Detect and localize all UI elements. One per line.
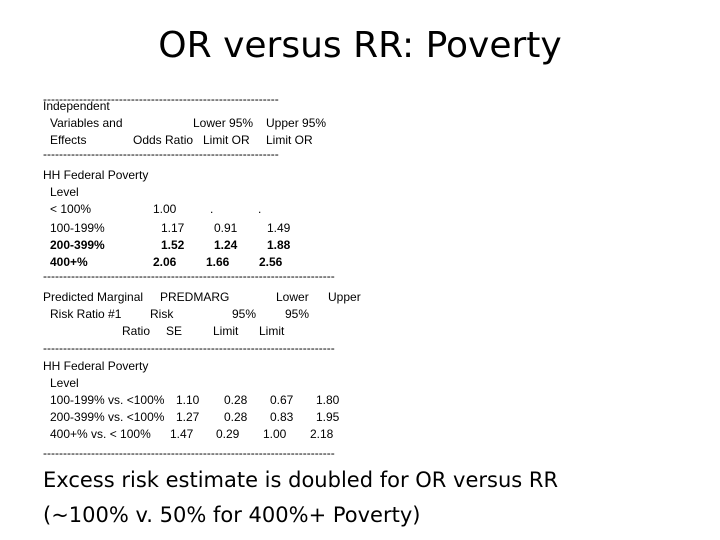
table2-header: 95% bbox=[232, 307, 257, 321]
table2-header: Risk bbox=[150, 307, 174, 321]
table2-row-label: 200-399% vs. <100% bbox=[50, 410, 165, 424]
table1-row-lower: 0.91 bbox=[214, 221, 238, 235]
divider: ----------------------------------------… bbox=[43, 446, 335, 460]
table1-row-label: 200-399% bbox=[50, 238, 105, 252]
table2-sublabel: Level bbox=[50, 376, 79, 390]
table2-row-se: 0.29 bbox=[216, 427, 240, 441]
table2-header: Lower bbox=[276, 290, 309, 304]
table1-row-lower: . bbox=[210, 202, 214, 216]
table2-header: Limit bbox=[259, 324, 285, 338]
table2-row-upper: 2.18 bbox=[310, 427, 334, 441]
divider: ----------------------------------------… bbox=[43, 269, 335, 283]
table1-header-col1: Variables and bbox=[50, 116, 123, 130]
table2-header: PREDMARG bbox=[160, 290, 230, 304]
table1-row-upper: 1.49 bbox=[267, 221, 291, 235]
table2-header: Predicted Marginal bbox=[43, 290, 144, 304]
table2-row-label: 100-199% vs. <100% bbox=[50, 393, 165, 407]
table2-row-upper: 1.80 bbox=[316, 393, 340, 407]
table1-row-or: 2.06 bbox=[153, 255, 177, 269]
table1-sublabel: Level bbox=[50, 185, 79, 199]
table2-row-ratio: 1.10 bbox=[176, 393, 200, 407]
table1-header-lower: Limit OR bbox=[203, 133, 250, 147]
table1-row-upper: . bbox=[258, 202, 262, 216]
table1-row-lower: 1.66 bbox=[206, 255, 230, 269]
table2-row-upper: 1.95 bbox=[316, 410, 340, 424]
table2-row-ratio: 1.27 bbox=[176, 410, 200, 424]
table2-row-se: 0.28 bbox=[224, 410, 248, 424]
table2-row-lower: 0.83 bbox=[270, 410, 294, 424]
table1-row-label: 100-199% bbox=[50, 221, 105, 235]
table1-row-lower: 1.24 bbox=[214, 238, 238, 252]
table2-header: Ratio bbox=[122, 324, 151, 338]
table1-row-or: 1.52 bbox=[161, 238, 185, 252]
table1-row-label: 400+% bbox=[50, 255, 88, 269]
table2-row-lower: 1.00 bbox=[263, 427, 287, 441]
table2-row-ratio: 1.47 bbox=[170, 427, 194, 441]
conclusion-line: Excess risk estimate is doubled for OR v… bbox=[43, 468, 559, 492]
table1-header-upper: Limit OR bbox=[266, 133, 313, 147]
divider: ----------------------------------------… bbox=[43, 341, 335, 355]
table1-row-or: 1.17 bbox=[161, 221, 185, 235]
divider: ----------------------------------------… bbox=[43, 92, 279, 106]
table1-row-upper: 1.88 bbox=[267, 238, 291, 252]
table1-header-lower: Lower 95% bbox=[193, 116, 254, 130]
divider: ----------------------------------------… bbox=[43, 147, 279, 161]
table1-group-label: HH Federal Poverty bbox=[43, 168, 149, 182]
table2-row-label: 400+% vs. < 100% bbox=[50, 427, 151, 441]
table1-row-upper: 2.56 bbox=[259, 255, 283, 269]
table1-header-col1: Independent bbox=[43, 99, 110, 113]
table1-row-label: < 100% bbox=[50, 202, 92, 216]
slide-title: OR versus RR: Poverty bbox=[158, 25, 562, 66]
conclusion-line: (~100% v. 50% for 400%+ Poverty) bbox=[43, 503, 421, 527]
table2-header: Upper bbox=[328, 290, 361, 304]
table2-row-se: 0.28 bbox=[224, 393, 248, 407]
table2-header: Risk Ratio #1 bbox=[50, 307, 122, 321]
table2-header: Limit bbox=[213, 324, 239, 338]
table1-row-or: 1.00 bbox=[153, 202, 177, 216]
table1-header-col1: Effects bbox=[50, 133, 87, 147]
table1-header-odds-ratio: Odds Ratio bbox=[133, 133, 194, 147]
table2-header: SE bbox=[166, 324, 183, 338]
table1-header-upper: Upper 95% bbox=[266, 116, 327, 130]
table2-group-label: HH Federal Poverty bbox=[43, 359, 149, 373]
table2-row-lower: 0.67 bbox=[270, 393, 294, 407]
table2-header: 95% bbox=[285, 307, 310, 321]
